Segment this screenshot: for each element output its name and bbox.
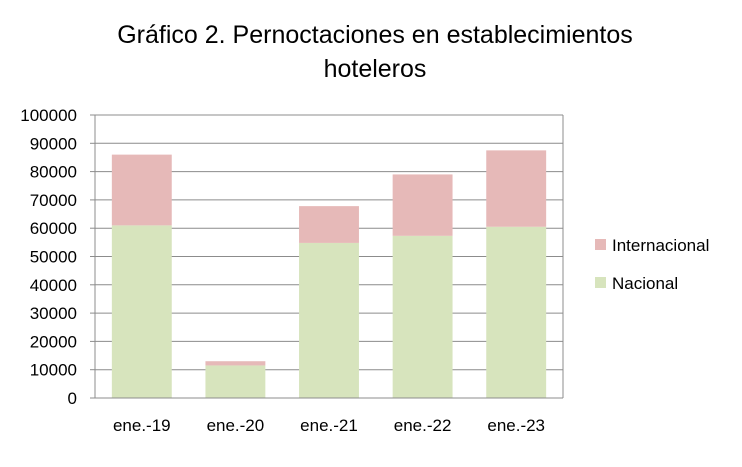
chart-title: Gráfico 2. Pernoctaciones en establecimi… — [0, 18, 742, 86]
bar-nacional-5 — [486, 226, 547, 398]
x-tick-label: ene.-23 — [487, 416, 545, 435]
chart-title-line-2: hoteleros — [323, 55, 427, 83]
bars — [111, 150, 547, 398]
x-tick-label: ene.-19 — [113, 416, 171, 435]
legend-swatch-nacional — [595, 277, 606, 288]
y-tick-label: 20000 — [30, 332, 77, 351]
y-tick-label: 60000 — [30, 219, 77, 238]
y-tick-label: 30000 — [30, 304, 77, 323]
y-tick-label: 90000 — [30, 134, 77, 153]
bar-nacional-2 — [205, 365, 266, 398]
bar-internacional-4 — [392, 174, 453, 236]
y-tick-label: 50000 — [30, 248, 77, 267]
bar-internacional-2 — [205, 361, 266, 366]
bar-internacional-1 — [111, 154, 172, 226]
y-tick-label: 40000 — [30, 276, 77, 295]
bar-internacional-5 — [486, 150, 547, 227]
y-tick-label: 0 — [68, 389, 77, 408]
x-tick-label: ene.-21 — [300, 416, 358, 435]
y-tick-label: 100000 — [20, 106, 77, 125]
bar-nacional-1 — [111, 225, 172, 398]
y-tick-labels: 0 10000 20000 30000 40000 50000 60000 70000 8000… — [20, 106, 77, 408]
x-tick-label: ene.-22 — [394, 416, 452, 435]
axes — [90, 114, 564, 399]
legend-label-nacional: Nacional — [612, 274, 678, 293]
bar-nacional-4 — [392, 235, 453, 398]
chart-title-line-1: Gráfico 2. Pernoctaciones en establecimi… — [117, 21, 633, 49]
y-tick-label: 70000 — [30, 191, 77, 210]
x-tick-labels: ene.-19 ene.-20 ene.-21 ene.-22 ene.-23 — [113, 416, 545, 435]
bar-nacional-3 — [299, 242, 359, 398]
legend: Internacional Nacional — [595, 236, 709, 293]
legend-label-internacional: Internacional — [612, 236, 709, 255]
bar-internacional-3 — [299, 206, 359, 243]
legend-swatch-internacional — [595, 239, 606, 250]
y-tick-label: 80000 — [30, 163, 77, 182]
x-tick-label: ene.-20 — [207, 416, 265, 435]
y-tick-label: 10000 — [30, 361, 77, 380]
